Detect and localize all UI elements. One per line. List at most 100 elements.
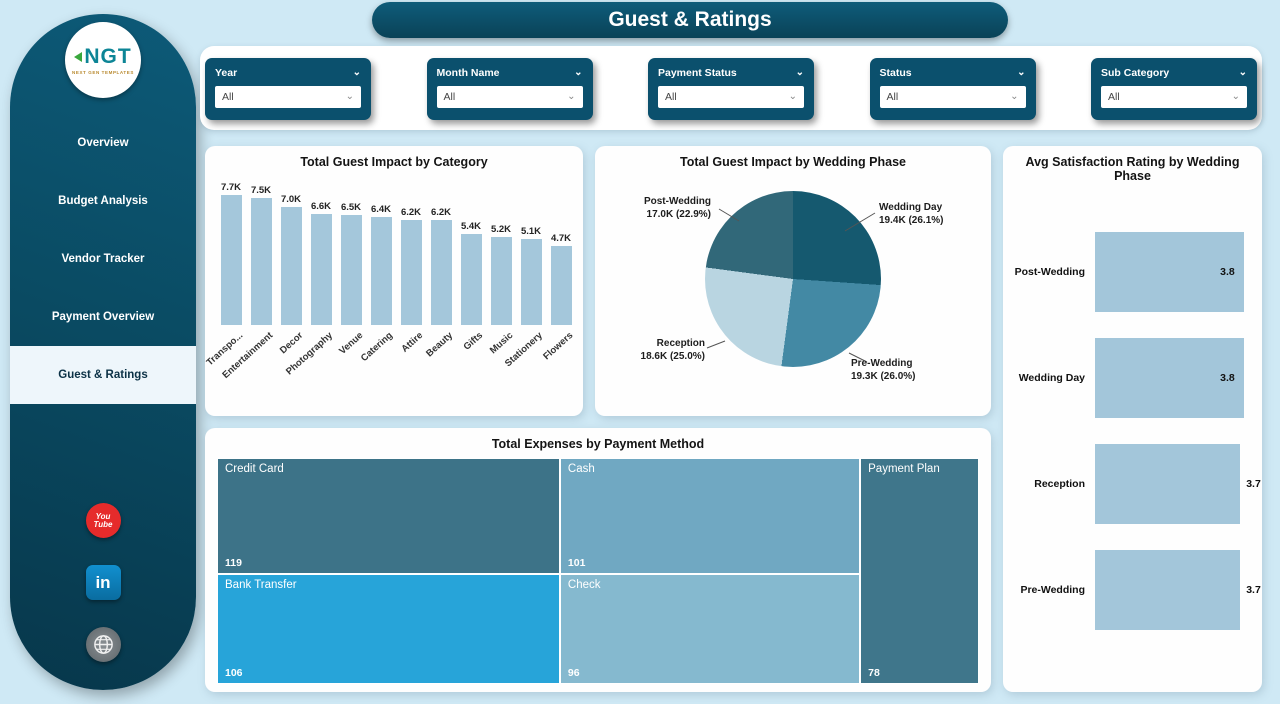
bar-value-label: 3.7 — [1246, 478, 1261, 490]
bar[interactable] — [280, 207, 302, 325]
bar[interactable] — [370, 217, 392, 325]
ngt-logo: NGT NEXT GEN TEMPLATES — [65, 22, 141, 98]
bar-column-venue: 6.5K — [340, 202, 362, 325]
phase-label: Reception — [1034, 478, 1085, 490]
sidebar-item-overview[interactable]: Overview — [77, 137, 129, 149]
page-title: Guest & Ratings — [372, 2, 1008, 38]
chart-title: Total Guest Impact by Wedding Phase — [680, 155, 906, 169]
bar-value-label: 6.5K — [340, 202, 362, 213]
linkedin-icon[interactable]: in — [85, 565, 121, 600]
satisfaction-row-post-wedding: Post-Wedding 3.8 — [1011, 219, 1252, 325]
chart-title: Total Expenses by Payment Method — [491, 437, 705, 451]
pie-circle[interactable] — [705, 191, 881, 367]
bar-track: 3.7 — [1095, 550, 1261, 630]
treemap-tile-cash[interactable]: Cash 101 — [559, 458, 861, 575]
filter-dropdown[interactable]: All ⌄ — [1101, 86, 1247, 108]
bar[interactable] — [460, 234, 482, 325]
logo-arrow-icon — [74, 52, 83, 62]
bar[interactable] — [400, 220, 422, 325]
treemap-tile-check[interactable]: Check 96 — [559, 574, 861, 684]
bar[interactable] — [1095, 232, 1245, 312]
treemap-tile-credit-card[interactable]: Credit Card 119 — [217, 458, 560, 575]
sidebar-nav: Overview Budget Analysis Vendor Tracker Pay… — [10, 114, 196, 404]
bar-value-label: 3.7 — [1246, 584, 1261, 596]
globe-glyph — [93, 635, 113, 654]
bar-value-label: 7.7K — [220, 182, 242, 193]
bar[interactable] — [250, 198, 272, 325]
chevron-down-icon[interactable]: ⌄ — [352, 67, 361, 78]
filter-value: All — [886, 91, 899, 103]
bar[interactable] — [490, 237, 512, 325]
bar[interactable] — [430, 220, 452, 325]
filter-value: All — [222, 91, 234, 103]
card-expenses-by-payment-method: Total Expenses by Payment Method Credit … — [205, 428, 991, 692]
bar[interactable] — [340, 215, 362, 325]
filter-dropdown[interactable]: All ⌄ — [215, 86, 361, 108]
bar[interactable] — [1095, 550, 1241, 630]
bar[interactable] — [550, 246, 572, 325]
bar-column-stationery: 5.1K — [520, 226, 542, 325]
bar-column-beauty: 6.2K — [430, 207, 452, 325]
pie-label-pre-wedding: Pre-Wedding 19.3K (26.0%) — [851, 358, 916, 382]
bar-track: 3.8 — [1095, 338, 1252, 418]
filter-dropdown[interactable]: All ⌄ — [436, 86, 583, 108]
tile-label: Credit Card — [225, 463, 284, 475]
chevron-down-icon[interactable]: ⌄ — [1017, 67, 1026, 78]
category-label: Attire — [399, 330, 425, 355]
tile-label: Cash — [567, 463, 595, 475]
bars-area: 7.7K 7.5K 7.0K 6.6K 6.5K 6.4K 6.2K 6.2K 5.4K 5.2K… — [219, 175, 573, 325]
tile-value: 96 — [567, 666, 580, 679]
treemap-tile-bank-transfer[interactable]: Bank Transfer 106 — [217, 574, 560, 684]
bar-value-label: 6.2K — [430, 207, 452, 218]
filter-dropdown[interactable]: All ⌄ — [658, 86, 804, 108]
bar-column-entertainment: 7.5K — [250, 185, 272, 325]
youtube-icon[interactable]: You Tube — [85, 503, 121, 538]
logo-text: NGT — [74, 45, 131, 69]
sidebar: NGT NEXT GEN TEMPLATES Overview Budget An… — [10, 14, 196, 690]
bar-value-label: 5.4K — [460, 221, 482, 232]
bar-value-label: 6.6K — [310, 201, 332, 212]
filter-month-name: Month Name ⌄ All ⌄ — [426, 58, 593, 120]
chevron-down-icon: ⌄ — [1231, 91, 1240, 102]
axis-label-slot: Gifts — [461, 328, 485, 408]
bar[interactable] — [310, 214, 332, 325]
chevron-down-icon[interactable]: ⌄ — [574, 67, 583, 78]
filter-label: Year ⌄ — [215, 67, 361, 79]
sidebar-item-vendor-tracker[interactable]: Vendor Tracker — [61, 253, 145, 265]
bar[interactable] — [220, 195, 242, 325]
bar[interactable] — [520, 239, 542, 325]
chevron-down-icon[interactable]: ⌄ — [1238, 67, 1247, 78]
tile-value: 78 — [868, 667, 880, 679]
bar-value-label: 7.5K — [250, 185, 272, 196]
axis-label-slot: Stationery — [503, 328, 545, 408]
bar-value-label: 3.8 — [1220, 372, 1235, 384]
chevron-down-icon[interactable]: ⌄ — [795, 67, 804, 78]
filter-value: All — [443, 91, 456, 103]
treemap-tile-payment-plan[interactable]: Payment Plan 78 — [860, 458, 979, 684]
filter-year: Year ⌄ All ⌄ — [205, 58, 371, 120]
phase-label: Wedding Day — [1018, 372, 1085, 384]
pie-connector-lines — [706, 208, 876, 363]
category-label: Gifts — [461, 330, 485, 353]
category-label: Flowers — [540, 330, 575, 363]
pie-label-post-wedding: Post-Wedding 17.0K (22.9%) — [643, 196, 711, 220]
bar[interactable] — [1095, 444, 1241, 524]
filters-row: Year ⌄ All ⌄ Month Name ⌄ All ⌄ Payment Status ⌄ A… — [205, 58, 1257, 120]
filter-value: All — [665, 91, 677, 103]
sidebar-item-guest-ratings[interactable]: Guest & Ratings — [10, 346, 196, 404]
filter-label: Month Name ⌄ — [436, 67, 583, 79]
satisfaction-row-wedding-day: Wedding Day 3.8 — [1011, 325, 1252, 431]
category-label: Catering — [358, 330, 395, 364]
axis-label-slot: Photography — [284, 328, 335, 408]
sidebar-item-payment-overview[interactable]: Payment Overview — [51, 311, 155, 323]
filter-dropdown[interactable]: All ⌄ — [879, 86, 1026, 108]
filter-label: Status ⌄ — [879, 67, 1026, 79]
sidebar-item-budget-analysis[interactable]: Budget Analysis — [58, 195, 148, 207]
satisfaction-bar-chart: Post-Wedding 3.8 Wedding Day 3.8 Reception 3.… — [1003, 183, 1262, 643]
bar-value-label: 6.4K — [370, 204, 392, 215]
website-icon[interactable] — [85, 627, 121, 662]
chevron-down-icon: ⌄ — [345, 91, 354, 102]
axis-label-slot: Catering — [359, 328, 395, 408]
bar[interactable] — [1095, 338, 1245, 418]
